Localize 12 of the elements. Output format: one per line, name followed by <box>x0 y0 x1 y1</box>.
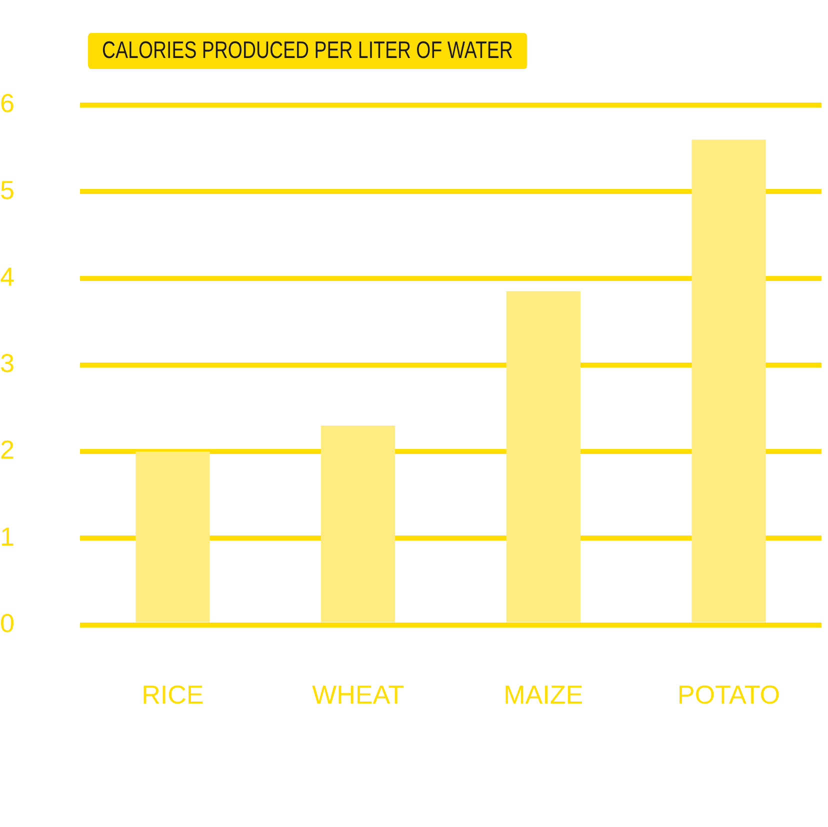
y-tick-label: 0 <box>0 608 14 638</box>
y-tick-label: 6 <box>0 88 14 118</box>
y-tick-label: 5 <box>0 174 14 205</box>
y-tick-label: 1 <box>0 521 14 552</box>
y-tick-label: 2 <box>0 434 14 465</box>
y-tick-label: 3 <box>0 348 14 378</box>
x-tick-label: POTATO <box>677 680 780 710</box>
x-tick-label: RICE <box>142 680 204 710</box>
y-tick-label: 4 <box>0 261 14 292</box>
x-tick-label: WHEAT <box>312 680 404 710</box>
chart-title: CALORIES PRODUCED PER LITER OF WATER <box>88 33 527 69</box>
x-tick-label: MAIZE <box>504 680 584 710</box>
